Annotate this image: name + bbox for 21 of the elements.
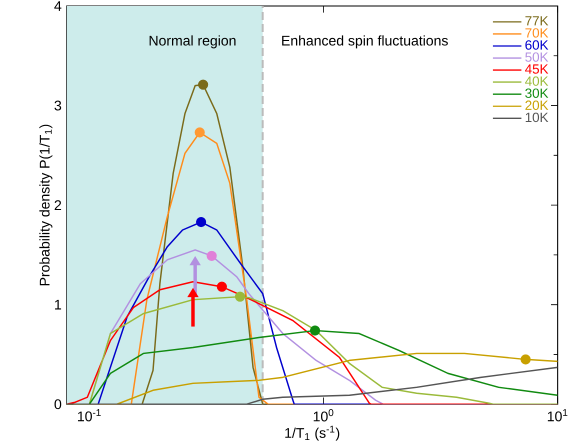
y-axis-title: Probability density P(1/T$_{1}$)	[39, 124, 52, 286]
y-tick-label: 2	[54, 200, 62, 210]
x-tick-label: 10$^{1}$	[548, 409, 568, 422]
y-tick-label: 1	[55, 300, 62, 310]
annotation: Enhanced spin fluctuations	[282, 35, 448, 48]
legend-label: 45K	[525, 64, 548, 74]
legend-label: 10K	[526, 112, 548, 122]
y-tick-label: 4	[54, 1, 62, 11]
legend-label: 40K	[525, 76, 548, 86]
legend-label: 70K	[525, 28, 548, 38]
x-tick-label: 10$^{0}$	[314, 409, 334, 422]
x-tick-label: 10$^{-1}$	[78, 409, 101, 422]
y-tick-label: 3	[54, 100, 62, 111]
annotation: Normal region	[150, 35, 236, 48]
legend-label: 60K	[525, 40, 548, 50]
x-axis-title: 1/T$_{1}$ (s$^{-1}$)	[285, 426, 340, 441]
legend-label: 50K	[525, 52, 548, 62]
legend-label: 77K	[525, 16, 548, 26]
legend-label: 30K	[525, 88, 548, 98]
legend-label: 20K	[525, 100, 548, 110]
y-tick-label: 0	[54, 399, 62, 410]
